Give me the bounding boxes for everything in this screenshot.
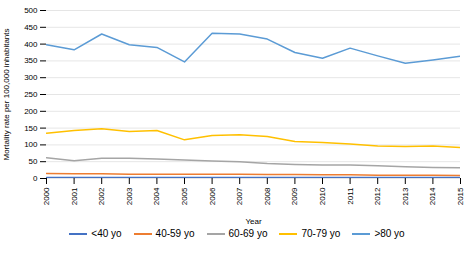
svg-text:200: 200 [24,107,38,116]
svg-text:2014: 2014 [428,187,437,205]
svg-text:2012: 2012 [373,187,382,205]
svg-text:2005: 2005 [180,187,189,205]
svg-text:2013: 2013 [401,187,410,205]
svg-text:2011: 2011 [346,187,355,205]
svg-text:2004: 2004 [152,187,161,205]
svg-text:500: 500 [24,6,38,15]
svg-text:2007: 2007 [235,187,244,205]
html-text:40-59 yo: 40-59 yo [155,228,195,239]
svg-text:2015: 2015 [456,187,465,205]
svg-text:150: 150 [24,124,38,133]
svg-text:400: 400 [24,40,38,49]
svg-text:100: 100 [24,140,38,149]
svg-text:2000: 2000 [42,187,51,205]
svg-text:0: 0 [33,174,38,183]
svg-text:2003: 2003 [125,187,134,205]
svg-text:2008: 2008 [263,187,272,205]
html-text:>80 yo: >80 yo [374,228,405,239]
svg-text:450: 450 [24,23,38,32]
svg-text:Year: Year [245,217,262,226]
html-text:<40 yo: <40 yo [91,228,122,239]
svg-text:250: 250 [24,90,38,99]
svg-text:2010: 2010 [318,187,327,205]
html-text:60-69 yo: 60-69 yo [228,228,268,239]
html-text:70-79 yo: 70-79 yo [301,228,341,239]
svg-text:2002: 2002 [97,187,106,205]
svg-text:2009: 2009 [290,187,299,205]
svg-text:2001: 2001 [70,187,79,205]
svg-text:50: 50 [29,157,38,166]
svg-text:350: 350 [24,56,38,65]
svg-text:2006: 2006 [208,187,217,205]
svg-text:300: 300 [24,73,38,82]
svg-text:Mortality rate per 100,000 inh: Mortality rate per 100,000 inhabitants [2,28,11,160]
